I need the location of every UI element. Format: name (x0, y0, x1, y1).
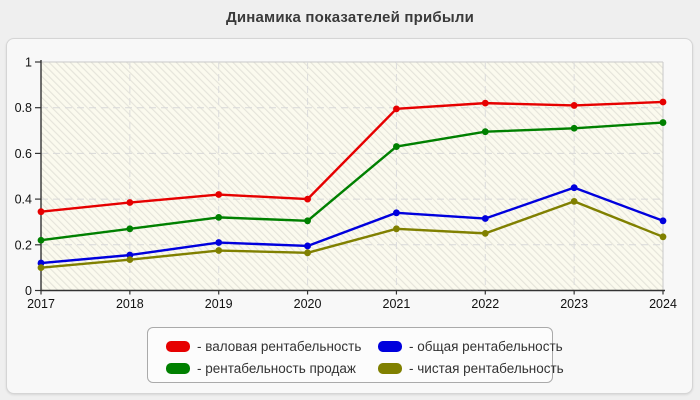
legend-label: - валовая рентабельность (197, 338, 362, 354)
legend-swatch-olive (378, 362, 402, 374)
legend-label: - чистая рентабельность (409, 360, 564, 376)
legend-item-net-margin: - чистая рентабельность (378, 361, 564, 376)
legend-item-gross-margin: - валовая рентабельность (166, 339, 378, 354)
legend: - валовая рентабельность - общая рентабе… (147, 327, 564, 383)
legend-swatch-green (166, 362, 190, 374)
legend-swatch-blue (378, 340, 402, 352)
legend-label: - общая рентабельность (409, 338, 563, 354)
legend-item-total-margin: - общая рентабельность (378, 339, 563, 354)
legend-label: - рентабельность продаж (197, 360, 356, 376)
chart-title: Динамика показателей прибыли (225, 9, 475, 26)
legend-swatch-red (166, 340, 190, 352)
legend-item-sales-margin: - рентабельность продаж (166, 361, 378, 376)
